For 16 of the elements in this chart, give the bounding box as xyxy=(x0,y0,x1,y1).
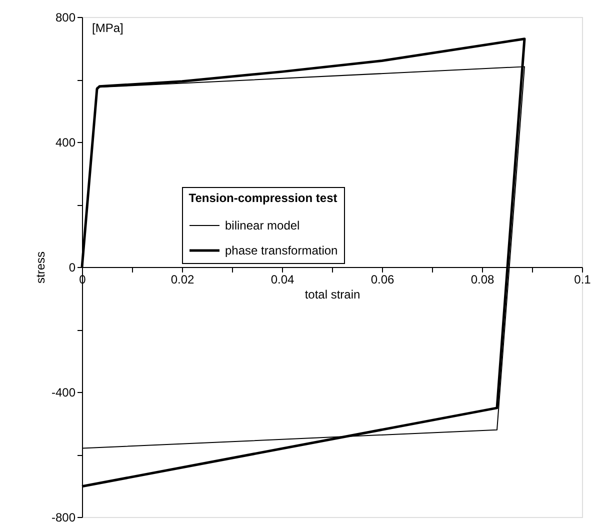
y-tick-label: 400 xyxy=(55,136,76,150)
y-tick-label: -400 xyxy=(51,386,76,400)
annotation: [MPa] xyxy=(92,21,124,35)
legend-label: bilinear model xyxy=(225,218,300,232)
y-tick-label: -800 xyxy=(51,510,76,524)
x-tick-label: 0.06 xyxy=(370,272,394,286)
y-tick-label: 800 xyxy=(55,10,76,24)
x-tick-label: 0.1 xyxy=(574,272,592,286)
x-axis-title: total strain xyxy=(304,288,360,302)
y-tick-label: 0 xyxy=(68,260,76,274)
legend-label: phase transformation xyxy=(225,244,338,258)
x-tick-label: 0.02 xyxy=(170,272,194,286)
x-tick-label: 0.08 xyxy=(470,272,494,286)
x-tick-label: 0.04 xyxy=(270,272,294,286)
y-axis-title: stress xyxy=(33,251,48,284)
legend-title: Tension-compression test xyxy=(188,191,338,205)
